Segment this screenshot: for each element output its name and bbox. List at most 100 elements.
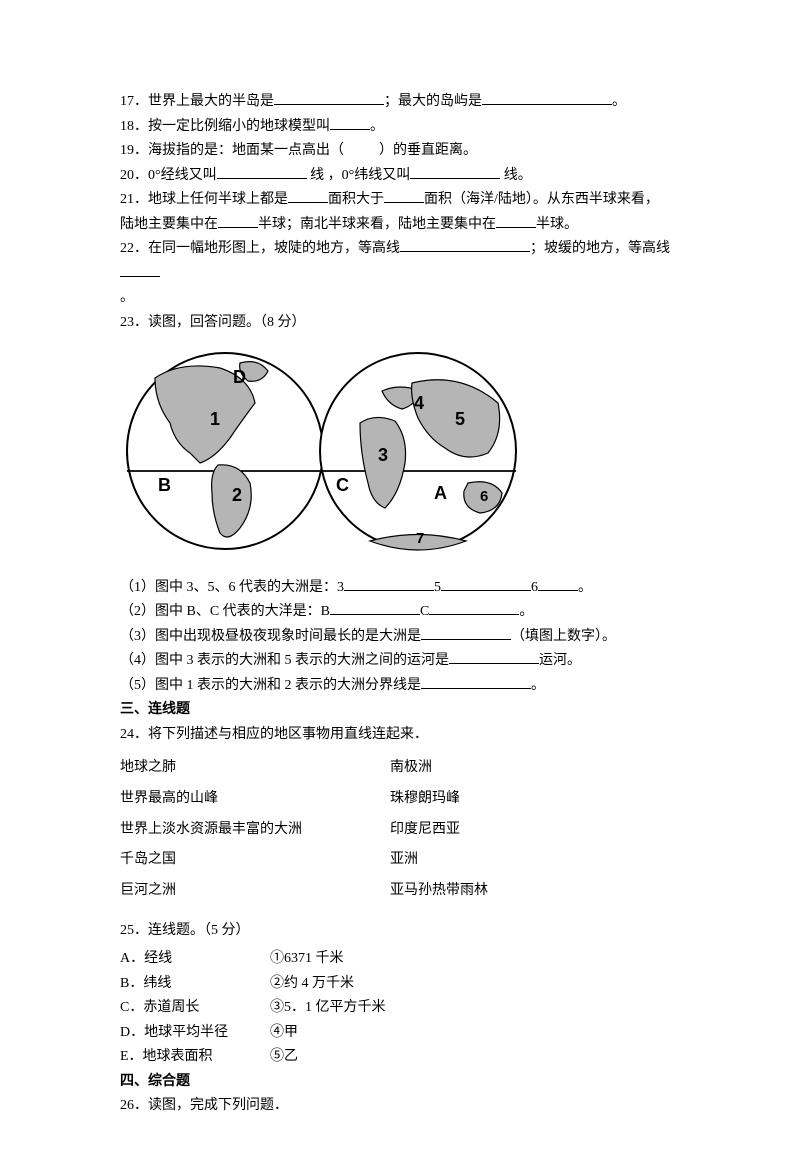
match-row[interactable]: 地球之肺南极洲 <box>120 753 690 784</box>
match-left: 世界最高的山峰 <box>120 784 390 815</box>
q-text: （5）图中 1 表示的大洲和 2 表示的大洲分界线是 <box>120 678 421 693</box>
section-3-title: 三、连线题 <box>120 698 690 723</box>
label-D: D <box>233 367 246 387</box>
match-right: ③5．1 亿平方千米 <box>270 996 386 1021</box>
q-num: 20． <box>120 168 148 183</box>
q-text: ）的垂直距离。 <box>379 143 477 158</box>
blank[interactable] <box>400 237 530 252</box>
blank[interactable] <box>274 90 384 105</box>
blank[interactable] <box>330 115 370 130</box>
q-text: 。 <box>120 290 134 305</box>
q-text: 。 <box>578 580 592 595</box>
blank[interactable] <box>496 213 536 228</box>
blank[interactable] <box>482 90 612 105</box>
blank[interactable] <box>217 164 307 179</box>
blank[interactable] <box>429 600 519 615</box>
question-26: 26．读图，完成下列问题． <box>120 1094 690 1119</box>
world-hemisphere-map: D 1 2 B C 3 4 5 6 A 7 <box>120 343 690 568</box>
blank[interactable] <box>449 649 539 664</box>
match-row[interactable]: 世界最高的山峰珠穆朗玛峰 <box>120 784 690 815</box>
match-left: D．地球平均半径 <box>120 1021 270 1046</box>
q-num: 22． <box>120 241 148 256</box>
q-text: 面积大于 <box>328 192 384 207</box>
q-text: ；最大的岛屿是 <box>384 94 482 109</box>
match-row[interactable]: D．地球平均半径④甲 <box>120 1021 690 1046</box>
question-23: 23．读图，回答问题。（8 分） <box>120 311 690 336</box>
q-num: 19． <box>120 143 148 158</box>
q-text: 半球。 <box>536 217 578 232</box>
blank[interactable] <box>421 674 531 689</box>
q-text: 线。 <box>500 168 532 183</box>
q-text: 按一定比例缩小的地球模型叫 <box>148 119 330 134</box>
q23-sub3: （3）图中出现极昼极夜现象时间最长的是大洲是（填图上数字）。 <box>120 625 690 650</box>
match-right: ④甲 <box>270 1021 298 1046</box>
blank[interactable] <box>538 576 578 591</box>
q-text: 。 <box>531 678 545 693</box>
gap[interactable] <box>344 143 379 158</box>
q-text: C <box>420 604 429 619</box>
match-row[interactable]: 巨河之洲亚马孙热带雨林 <box>120 876 690 907</box>
q-title: 将下列描述与相应的地区事物用直线连起来． <box>148 727 428 742</box>
question-24: 24．将下列描述与相应的地区事物用直线连起来． <box>120 723 690 748</box>
q-text: （4）图中 3 表示的大洲和 5 表示的大洲之间的运河是 <box>120 653 449 668</box>
blank[interactable] <box>330 600 420 615</box>
blank[interactable] <box>410 164 500 179</box>
label-6: 6 <box>480 488 488 505</box>
q-num: 21． <box>120 192 148 207</box>
match-left: C．赤道周长 <box>120 996 270 1021</box>
q-text: 世界上最大的半岛是 <box>148 94 274 109</box>
q-text: 5 <box>434 580 441 595</box>
q-text: 。 <box>370 119 384 134</box>
match-row[interactable]: 世界上淡水资源最丰富的大洲印度尼西亚 <box>120 815 690 846</box>
match-row[interactable]: A．经线①6371 千米 <box>120 947 690 972</box>
question-20: 20．0°经线又叫 线 ，0°纬线又叫 线。 <box>120 164 690 189</box>
match-left: 地球之肺 <box>120 753 390 784</box>
blank[interactable] <box>384 188 424 203</box>
q-text: 面积（海洋/陆地）。从东西半球来看， <box>424 192 659 207</box>
q-text: （2）图中 B、C 代表的大洋是：B <box>120 604 330 619</box>
q-title: 读图，完成下列问题． <box>148 1098 288 1113</box>
q-num: 17． <box>120 94 148 109</box>
q-text: 地球上任何半球上都是 <box>148 192 288 207</box>
q-text: 运河。 <box>539 653 581 668</box>
q-title: 连线题。（5 分） <box>148 923 250 938</box>
match-right: ⑤乙 <box>270 1045 298 1070</box>
blank[interactable] <box>120 262 160 277</box>
match-right: 亚马孙热带雨林 <box>390 876 488 907</box>
match-row[interactable]: B．纬线②约 4 万千米 <box>120 972 690 997</box>
q-num: 25． <box>120 923 148 938</box>
q-text: 。 <box>519 604 533 619</box>
label-C: C <box>336 475 349 495</box>
q23-sub5: （5）图中 1 表示的大洲和 2 表示的大洲分界线是 。 <box>120 674 690 699</box>
question-21: 21．地球上任何半球上都是 面积大于 面积（海洋/陆地）。从东西半球来看， 陆地主要… <box>120 188 690 237</box>
question-18: 18．按一定比例缩小的地球模型叫 。 <box>120 115 690 140</box>
match-row[interactable]: 千岛之国亚洲 <box>120 845 690 876</box>
question-17: 17．世界上最大的半岛是；最大的岛屿是。 <box>120 90 690 115</box>
match-left: B．纬线 <box>120 972 270 997</box>
blank[interactable] <box>218 213 258 228</box>
blank[interactable] <box>344 576 434 591</box>
match-row[interactable]: C．赤道周长③5．1 亿平方千米 <box>120 996 690 1021</box>
q-text: 在同一幅地形图上，坡陡的地方，等高线 <box>148 241 400 256</box>
blank[interactable] <box>288 188 328 203</box>
q-text: （填图上数字）。 <box>511 629 616 644</box>
blank[interactable] <box>421 625 511 640</box>
label-2: 2 <box>232 485 242 505</box>
match-left: 巨河之洲 <box>120 876 390 907</box>
q-num: 23． <box>120 315 148 330</box>
blank[interactable] <box>441 576 531 591</box>
label-A: A <box>434 483 447 503</box>
q-text: 海拔指的是：地面某一点高出（ <box>148 143 344 158</box>
q-text: 陆地主要集中在 <box>120 217 218 232</box>
match-table-24: 地球之肺南极洲 世界最高的山峰珠穆朗玛峰 世界上淡水资源最丰富的大洲印度尼西亚 … <box>120 753 690 907</box>
q-text: ；坡缓的地方，等高线 <box>530 241 670 256</box>
match-left: 千岛之国 <box>120 845 390 876</box>
match-right: 亚洲 <box>390 845 418 876</box>
q-num: 18． <box>120 119 148 134</box>
match-right: 珠穆朗玛峰 <box>390 784 460 815</box>
label-7: 7 <box>416 530 424 547</box>
match-right: 南极洲 <box>390 753 432 784</box>
q-text: 6 <box>531 580 538 595</box>
match-row[interactable]: E．地球表面积⑤乙 <box>120 1045 690 1070</box>
q-title: 读图，回答问题。（8 分） <box>148 315 306 330</box>
